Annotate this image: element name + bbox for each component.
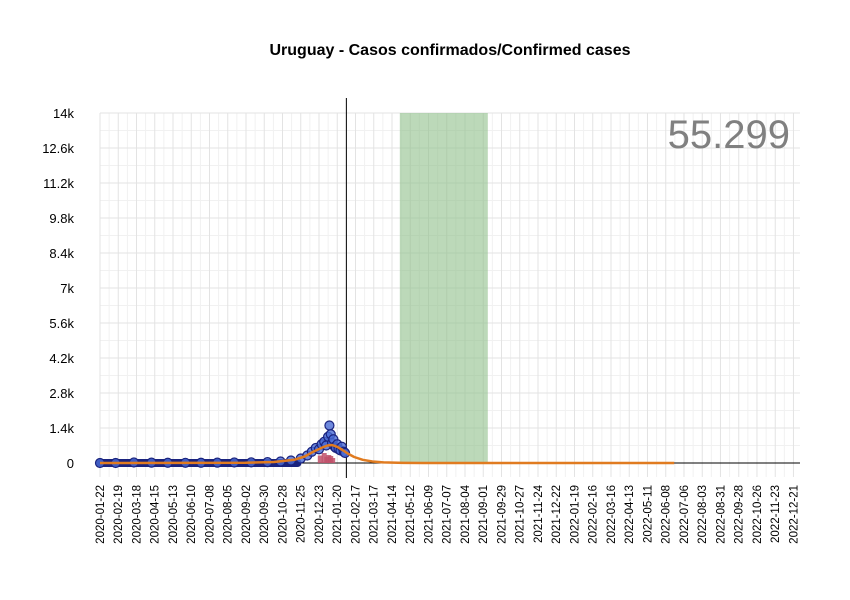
x-tick-label: 2022-01-19 <box>569 485 581 544</box>
bar <box>321 453 327 463</box>
x-tick-label: 2020-05-13 <box>168 485 180 544</box>
x-tick-label: 2020-03-18 <box>131 485 143 544</box>
x-tick-label: 2021-09-01 <box>478 485 490 544</box>
x-tick-label: 2020-02-19 <box>113 485 125 544</box>
x-tick-label: 2022-07-06 <box>679 485 691 544</box>
y-tick-label: 0 <box>67 456 74 471</box>
x-tick-label: 2021-08-04 <box>460 484 472 543</box>
data-point <box>324 420 335 431</box>
fitted-line-series <box>99 443 675 465</box>
x-tick-label: 2021-03-17 <box>369 485 381 544</box>
x-tick-label: 2021-05-12 <box>405 485 417 544</box>
fitted-curve <box>99 443 675 465</box>
bar <box>317 455 323 463</box>
y-tick-label: 5.6k <box>49 316 74 331</box>
bar <box>330 458 336 463</box>
x-tick-label: 2022-08-31 <box>715 485 727 544</box>
x-tick-label: 2021-09-29 <box>496 485 508 544</box>
grid-minor <box>100 113 800 477</box>
x-tick-label: 2020-11-25 <box>296 485 308 543</box>
x-tick-label: 2022-04-13 <box>624 485 636 544</box>
x-tick-label: 2022-03-16 <box>606 485 618 544</box>
y-tick-label: 12.6k <box>42 141 74 156</box>
x-tick-label: 2022-09-28 <box>734 485 746 544</box>
y-tick-label: 14k <box>53 106 74 121</box>
x-tick-label: 2022-02-16 <box>588 485 600 544</box>
x-tick-label: 2020-10-28 <box>277 485 289 544</box>
bars-series <box>317 453 336 463</box>
x-tick-label: 2020-01-22 <box>95 485 107 544</box>
x-tick-label: 2021-01-20 <box>332 485 344 544</box>
y-tick-label: 2.8k <box>49 386 74 401</box>
x-tick-labels: 2020-01-22 2020-02-19 2020-03-18 2020-04-15… <box>95 484 800 543</box>
x-tick-label: 2022-11-23 <box>770 485 782 543</box>
x-tick-label: 2022-05-11 <box>642 485 654 543</box>
x-tick-label: 2022-08-03 <box>697 485 709 544</box>
x-tick-label: 2021-04-14 <box>387 484 399 543</box>
x-tick-label: 2020-09-02 <box>241 485 253 544</box>
chart-title: Uruguay - Casos confirmados/Confirmed ca… <box>270 42 631 59</box>
x-tick-label: 2021-10-27 <box>515 485 527 544</box>
y-tick-label: 11.2k <box>43 176 74 191</box>
x-tick-label: 2020-12-23 <box>314 485 326 544</box>
x-tick-label: 2022-10-26 <box>752 485 764 544</box>
x-tick-label: 2020-04-15 <box>150 485 162 544</box>
x-tick-label: 2021-11-24 <box>533 484 545 543</box>
x-tick-label: 2021-02-17 <box>350 485 362 544</box>
y-tick-label: 4.2k <box>49 351 74 366</box>
shaded-period <box>399 113 488 463</box>
x-tick-label: 2020-07-08 <box>204 485 216 544</box>
x-tick-label: 2020-09-30 <box>259 485 271 544</box>
shaded-range-layer <box>399 113 488 463</box>
y-tick-labels: 0 1.4k 2.8k 4.2k 5.6k 7k 8.4k 9.8k 11.2k 12.6k 14k <box>42 106 74 471</box>
total-cases-annotation: 55.299 <box>668 113 790 157</box>
y-tick-label: 7k <box>60 281 74 296</box>
y-tick-label: 9.8k <box>49 211 74 226</box>
x-tick-label: 2020-06-10 <box>186 485 198 544</box>
x-tick-label: 2022-06-08 <box>661 485 673 544</box>
x-tick-label: 2021-07-07 <box>442 485 454 544</box>
x-tick-label: 2022-12-21 <box>788 485 800 544</box>
y-tick-label: 8.4k <box>49 246 74 261</box>
y-tick-label: 1.4k <box>49 421 74 436</box>
x-tick-label: 2021-12-22 <box>551 485 563 544</box>
x-tick-label: 2021-06-09 <box>423 485 435 544</box>
x-tick-label: 2020-08-05 <box>223 485 235 544</box>
